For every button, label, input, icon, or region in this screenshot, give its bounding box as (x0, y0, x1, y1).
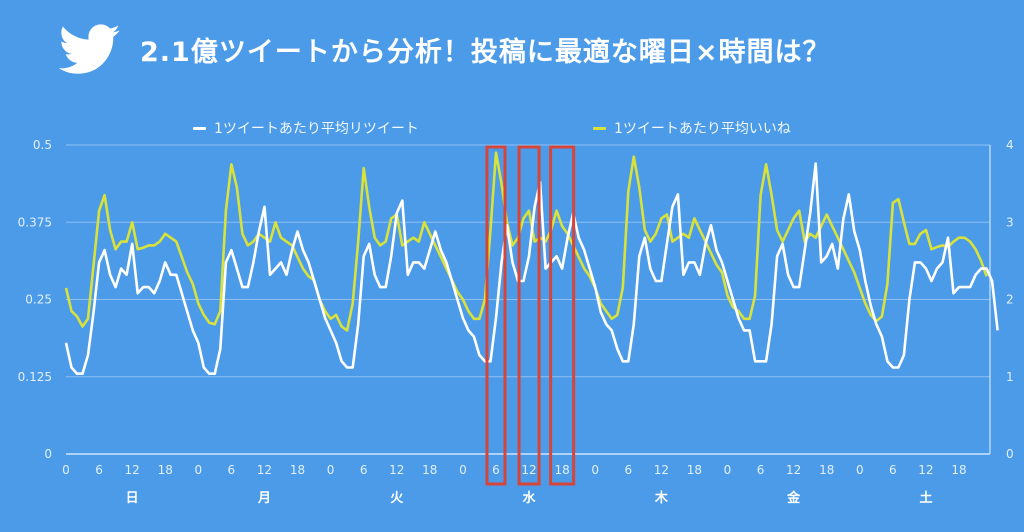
hour-tick: 0 (591, 463, 599, 477)
day-label: 金 (786, 490, 801, 506)
day-label: 水 (523, 490, 537, 506)
retweet-series-line (64, 162, 999, 376)
hour-tick: 6 (360, 463, 368, 477)
hour-tick: 18 (687, 463, 702, 477)
hour-tick: 12 (521, 463, 536, 477)
highlight-boxes (485, 145, 576, 486)
left-axis-tick: 0.25 (25, 293, 52, 307)
legend-item-like: 1ツイートあたり平均いいね (593, 118, 791, 138)
hour-tick: 18 (422, 463, 437, 477)
hour-tick: 6 (889, 463, 897, 477)
hour-tick: 18 (554, 463, 569, 477)
hour-tick: 0 (459, 463, 467, 477)
header: 2.1億ツイートから分析！投稿に最適な曜日×時間は？ (0, 0, 1024, 100)
left-axis-tick: 0 (44, 447, 52, 461)
hour-tick: 0 (62, 463, 70, 477)
legend-swatch-white (193, 126, 206, 130)
left-y-axis: 0 0.125 0.25 0.375 0.5 (18, 138, 52, 461)
hour-tick: 6 (492, 463, 500, 477)
day-label: 火 (390, 491, 404, 506)
left-axis-tick: 0.125 (18, 370, 52, 384)
left-axis-tick: 0.375 (18, 215, 52, 229)
hour-tick: 18 (951, 463, 966, 477)
chart-legend: 1ツイートあたり平均リツイート 1ツイートあたり平均いいね (0, 118, 1024, 142)
twitter-bird-icon (59, 24, 120, 74)
day-label: 日 (126, 491, 139, 506)
hour-tick: 0 (327, 463, 335, 477)
like-series-line (64, 151, 988, 332)
left-axis-tick: 0.5 (33, 138, 52, 152)
gridlines (66, 144, 991, 455)
hour-tick: 0 (194, 463, 202, 477)
day-label: 月 (257, 491, 271, 506)
legend-item-retweet: 1ツイートあたり平均リツイート (193, 118, 419, 138)
hour-tick: 0 (856, 463, 864, 477)
x-axis: 0 6 12 18 日 0 6 12 18 月 0 6 12 18 火 0 6 12 18 水 0 6 12 18 木 0 6 12 1… (62, 463, 966, 506)
hour-tick: 6 (624, 463, 632, 477)
hour-tick: 12 (125, 463, 140, 477)
right-axis-tick: 3 (1006, 215, 1014, 229)
hour-tick: 6 (228, 463, 236, 477)
right-axis-tick: 2 (1006, 293, 1014, 307)
right-y-axis: 0 1 2 3 4 (1006, 138, 1014, 461)
hour-tick: 12 (786, 463, 801, 477)
hour-tick: 18 (819, 463, 834, 477)
hour-tick: 12 (257, 463, 272, 477)
right-axis-tick: 1 (1006, 370, 1014, 384)
legend-label-retweet: 1ツイートあたり平均リツイート (214, 121, 419, 137)
legend-swatch-yellow (593, 126, 606, 130)
hour-tick: 12 (389, 463, 404, 477)
right-axis-tick: 4 (1006, 138, 1014, 152)
hour-tick: 18 (290, 463, 305, 477)
right-axis-tick: 0 (1006, 447, 1014, 461)
hour-tick: 6 (757, 463, 765, 477)
highlight-box (549, 145, 576, 486)
hour-tick: 12 (918, 463, 933, 477)
highlight-box (485, 145, 507, 486)
hour-tick: 0 (724, 463, 732, 477)
day-label: 木 (654, 490, 669, 506)
page-title: 2.1億ツイートから分析！投稿に最適な曜日×時間は？ (140, 37, 831, 68)
highlight-box (517, 145, 541, 486)
hour-tick: 18 (158, 463, 173, 477)
legend-label-like: 1ツイートあたり平均いいね (614, 121, 791, 137)
day-label: 土 (919, 490, 932, 506)
hour-tick: 12 (654, 463, 669, 477)
hour-tick: 6 (95, 463, 103, 477)
